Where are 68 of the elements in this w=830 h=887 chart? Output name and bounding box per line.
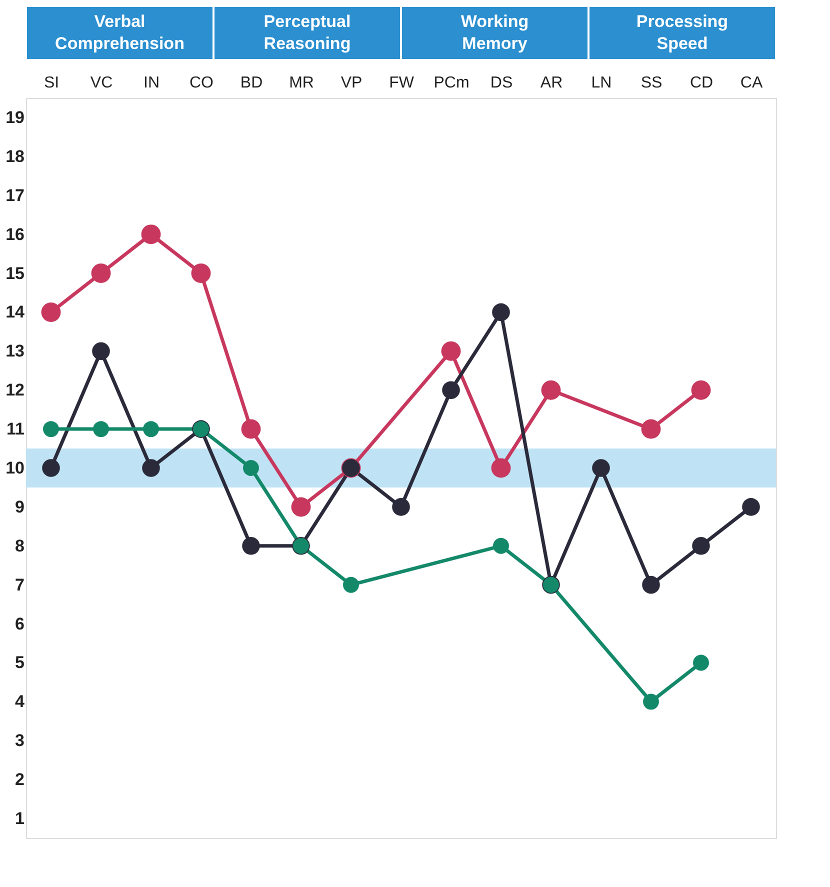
x-tick-label: SI xyxy=(44,74,60,92)
x-tick-label: FW xyxy=(389,74,415,92)
text: Working Memory xyxy=(460,12,529,53)
point xyxy=(392,498,410,516)
x-tick-label: DS xyxy=(490,74,513,92)
y-tick-label: 18 xyxy=(6,146,24,166)
y-tick-label: 14 xyxy=(6,302,26,322)
y-tick-label: 12 xyxy=(6,380,24,400)
y-tick-label: 1 xyxy=(15,809,24,828)
point xyxy=(641,419,661,439)
text: Verbal Comprehension xyxy=(55,12,184,53)
point xyxy=(142,459,160,477)
y-tick-label: 9 xyxy=(15,497,24,516)
x-tick-label: VP xyxy=(340,74,362,92)
text: Perceptual Reasoning xyxy=(264,12,351,53)
point xyxy=(241,419,261,439)
point xyxy=(291,497,311,517)
point xyxy=(243,460,259,476)
point xyxy=(541,380,561,400)
y-tick-label: 15 xyxy=(6,264,24,283)
x-tick-label: MR xyxy=(289,74,314,92)
y-tick-label: 6 xyxy=(15,614,24,634)
y-tick-label: 19 xyxy=(6,108,24,127)
y-tick-label: 3 xyxy=(15,731,24,750)
point xyxy=(93,421,109,438)
point xyxy=(143,421,159,438)
point xyxy=(492,303,510,322)
y-tick-label: 17 xyxy=(6,186,24,205)
text: Processing Speed xyxy=(636,12,728,53)
point xyxy=(692,537,710,555)
x-tick-label: SS xyxy=(640,74,662,92)
point xyxy=(493,538,509,554)
x-tick-label: AR xyxy=(540,74,563,92)
y-tick-label: 16 xyxy=(6,224,24,244)
point xyxy=(43,421,59,438)
point xyxy=(643,694,659,710)
x-tick-label: CO xyxy=(190,74,214,92)
point xyxy=(592,459,610,477)
x-tick-label: LN xyxy=(591,74,612,92)
x-tick-label: CA xyxy=(740,74,763,92)
y-tick-label: 8 xyxy=(15,536,24,556)
y-tick-label: 10 xyxy=(6,458,24,478)
point xyxy=(91,264,111,283)
point xyxy=(92,342,110,360)
x-tick-label: CD xyxy=(690,74,714,92)
point xyxy=(141,224,161,244)
point xyxy=(242,537,260,555)
y-tick-label: 13 xyxy=(6,342,24,361)
point xyxy=(691,380,711,400)
point xyxy=(742,498,760,516)
y-tick-label: 5 xyxy=(15,653,24,672)
y-tick-label: 11 xyxy=(6,420,24,439)
y-tick-label: 7 xyxy=(15,575,24,594)
point xyxy=(441,341,461,361)
point xyxy=(491,458,511,478)
x-tick-label: IN xyxy=(144,74,160,92)
point xyxy=(343,576,359,593)
y-tick-label: 2 xyxy=(15,770,24,790)
point xyxy=(42,459,60,477)
x-tick-label: BD xyxy=(240,74,263,92)
point xyxy=(41,302,61,322)
point xyxy=(642,576,660,594)
y-tick-label: 4 xyxy=(15,692,26,712)
point xyxy=(191,264,211,283)
point xyxy=(693,654,709,671)
point xyxy=(442,381,460,399)
x-tick-label: VC xyxy=(90,74,113,92)
x-tick-label: PCm xyxy=(434,74,470,92)
